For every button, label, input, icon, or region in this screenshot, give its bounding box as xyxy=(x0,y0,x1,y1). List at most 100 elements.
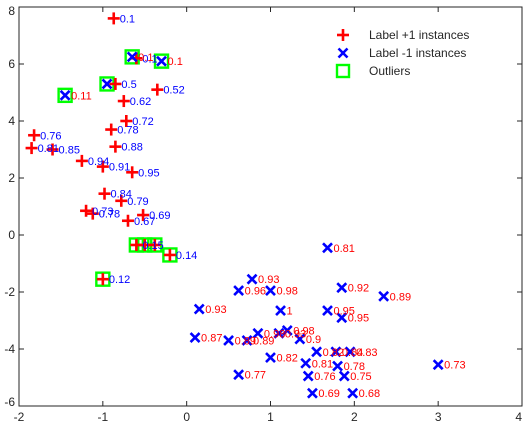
point-label: 0.87 xyxy=(201,333,222,345)
x-tick-label: -1 xyxy=(97,410,108,424)
y-tick-label: 4 xyxy=(8,114,15,128)
point-label: 0.89 xyxy=(253,335,274,347)
point-label: 0.12 xyxy=(109,274,130,286)
positive-point xyxy=(151,83,164,96)
negative-point xyxy=(330,346,342,358)
positive-point xyxy=(46,143,59,156)
negative-point xyxy=(273,327,285,339)
negative-point xyxy=(275,305,286,316)
y-tick-label: 0 xyxy=(8,228,15,242)
negative-point xyxy=(189,332,201,344)
positive-point xyxy=(96,273,109,286)
positive-point xyxy=(117,95,130,108)
x-tick-label: 2 xyxy=(351,410,358,424)
negative-point xyxy=(332,360,343,372)
point-label: 0.83 xyxy=(356,347,377,359)
y-tick-label: 6 xyxy=(8,57,15,71)
point-label: 0.78 xyxy=(117,125,138,137)
positive-point xyxy=(75,154,88,167)
positive-point xyxy=(115,194,128,207)
point-label: 0.82 xyxy=(277,353,298,365)
point-label: 0.5 xyxy=(121,79,136,91)
positive-point xyxy=(28,129,41,142)
point-label: 0.78 xyxy=(99,209,120,221)
point-label: 0.69 xyxy=(149,210,170,222)
points-layer xyxy=(25,12,444,399)
point-label: 0.76 xyxy=(314,371,335,383)
positive-point xyxy=(25,142,38,155)
negative-point xyxy=(233,285,245,296)
x-tick-label: 3 xyxy=(435,410,442,424)
negative-point xyxy=(347,387,359,399)
point-label: 0.85 xyxy=(59,145,80,157)
point-label: 0.81 xyxy=(38,143,59,155)
outlier-marker xyxy=(162,247,178,263)
negative-point xyxy=(432,359,444,371)
negative-point xyxy=(302,370,314,382)
outlier-marker xyxy=(95,271,111,287)
point-label: 0.79 xyxy=(127,196,148,208)
negative-point xyxy=(156,55,167,67)
legend-label: Outliers xyxy=(369,64,410,78)
positive-point xyxy=(109,77,122,90)
point-label: 0.95 xyxy=(138,167,159,179)
negative-point xyxy=(311,346,323,358)
legend: Label +1 instances Label -1 instances Outl… xyxy=(335,28,469,79)
negative-point xyxy=(265,352,276,363)
negative-point xyxy=(252,327,264,339)
point-label: 0.98 xyxy=(293,325,314,337)
point-label: 0.9 xyxy=(306,334,321,346)
negative-point xyxy=(281,325,293,336)
negative-point xyxy=(233,369,245,381)
x-tick-label: 1 xyxy=(267,410,274,424)
point-label: 0.93 xyxy=(258,274,279,286)
point-label: 0.84 xyxy=(111,189,132,201)
point-label: 0.93 xyxy=(285,328,306,340)
point-label: 0.76 xyxy=(40,130,61,142)
legend-label: Label -1 instances xyxy=(369,46,466,60)
positive-point xyxy=(107,12,120,25)
negative-point xyxy=(59,89,71,101)
positive-point xyxy=(98,187,111,200)
outlier-marker xyxy=(153,53,170,69)
legend-marker-square xyxy=(335,63,351,79)
point-label: 0.73 xyxy=(92,206,113,218)
y-tick-label: 8 xyxy=(8,4,15,18)
axes-layer: -2 -1 0 1 2 3 4 -6 -4 -2 0 2 4 6 8 xyxy=(4,4,523,424)
y-tick-label: -2 xyxy=(4,285,15,299)
point-label: 0.77 xyxy=(245,370,266,382)
negative-point xyxy=(306,387,318,399)
negative-point xyxy=(300,357,312,369)
point-label: 0.15 xyxy=(142,240,163,252)
point-label: 0.72 xyxy=(132,116,153,128)
legend-marker-x xyxy=(337,47,349,59)
outlier-marker xyxy=(57,87,73,104)
point-labels-layer: 0.10.10.5 0.520.620.720.780.760.81 0.85 0.8… xyxy=(38,13,466,400)
negative-point xyxy=(322,305,333,316)
positive-point xyxy=(137,209,150,222)
point-label: 0.73 xyxy=(444,360,465,372)
positive-point xyxy=(148,238,161,251)
x-tick-label: -2 xyxy=(14,410,25,424)
point-label: 0.81 xyxy=(334,243,355,255)
negative-point xyxy=(241,335,253,346)
positive-point xyxy=(163,248,176,261)
positive-point xyxy=(105,123,118,136)
negative-point xyxy=(101,78,113,90)
negative-point xyxy=(126,51,138,63)
point-label: 1 xyxy=(287,306,293,318)
point-label: 0.95 xyxy=(334,306,355,318)
negative-point xyxy=(344,346,356,358)
negative-point xyxy=(223,335,235,346)
point-label: 0.81 xyxy=(312,358,333,370)
legend-label: Label +1 instances xyxy=(369,28,469,42)
negative-point xyxy=(294,333,306,345)
point-label: 0.75 xyxy=(350,371,371,383)
point-label: 0.11 xyxy=(71,90,92,102)
x-tick-label: 0 xyxy=(183,410,190,424)
point-label: 0.1 xyxy=(138,52,153,64)
positive-point xyxy=(86,207,99,220)
positive-point xyxy=(126,166,139,179)
positive-point xyxy=(96,160,109,173)
